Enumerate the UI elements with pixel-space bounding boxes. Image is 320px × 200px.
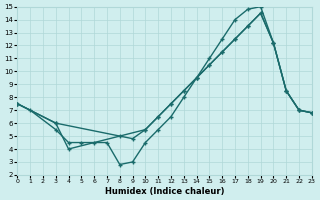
X-axis label: Humidex (Indice chaleur): Humidex (Indice chaleur) bbox=[105, 187, 224, 196]
